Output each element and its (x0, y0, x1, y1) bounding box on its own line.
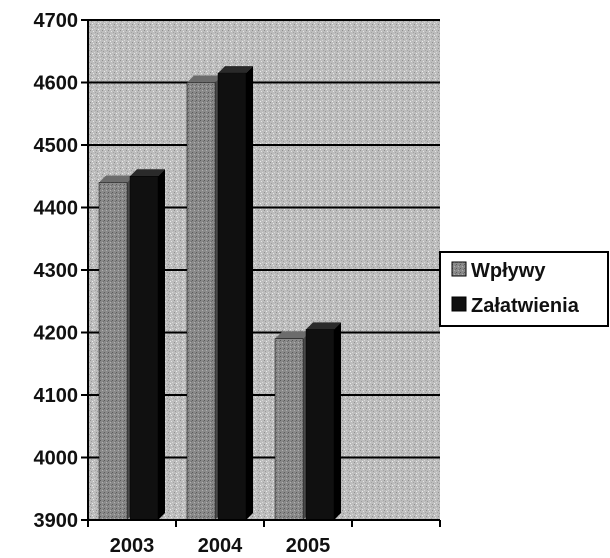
y-tick-label: 4200 (34, 323, 79, 345)
x-axis-labels: 2003 2004 2005 (110, 535, 331, 557)
y-tick-label: 4500 (34, 135, 79, 157)
y-tick-label: 3900 (34, 510, 79, 532)
y-tick-label: 4100 (34, 385, 79, 407)
legend-label-wplywy: Wpływy (471, 260, 546, 282)
bar-top-zalatwienia-2004 (218, 66, 253, 74)
bar-zalatwienia-2003 (129, 176, 159, 521)
axes (81, 19, 441, 527)
bar-side-zalatwienia-2003 (158, 169, 165, 520)
y-tick-label: 4700 (34, 10, 79, 32)
bar-wplywy-2004 (186, 82, 216, 521)
bar-wplywy-2003 (98, 182, 128, 521)
bar-side-zalatwienia-2004 (246, 66, 253, 520)
legend-swatch-wplywy (451, 261, 467, 277)
x-tick-label: 2003 (110, 535, 155, 557)
bar-top-wplywy-2004 (187, 75, 222, 83)
legend: Wpływy Załatwienia (439, 251, 609, 327)
y-axis-labels: 4700 4600 4500 4400 4300 4200 4100 4000 3900 (34, 10, 79, 532)
y-tick-label: 4000 (34, 448, 79, 470)
y-tick-label: 4400 (34, 198, 79, 220)
bar-zalatwienia-2004 (217, 72, 247, 521)
legend-swatch-zalatwienia (451, 296, 467, 312)
bar-top-zalatwienia-2005 (306, 322, 341, 330)
bar-wplywy-2005 (274, 338, 304, 521)
bar-zalatwienia-2005 (305, 329, 335, 521)
bar-top-wplywy-2003 (99, 175, 134, 183)
bar-side-zalatwienia-2005 (334, 322, 341, 520)
x-tick-label: 2004 (198, 535, 243, 557)
legend-label-zalatwienia: Załatwienia (471, 295, 580, 317)
legend-box (439, 251, 609, 327)
bar-top-wplywy-2005 (275, 331, 310, 339)
x-tick-label: 2005 (286, 535, 331, 557)
bars (98, 66, 341, 521)
bar-top-zalatwienia-2003 (130, 169, 165, 177)
y-tick-label: 4300 (34, 260, 79, 282)
y-tick-label: 4600 (34, 73, 79, 95)
